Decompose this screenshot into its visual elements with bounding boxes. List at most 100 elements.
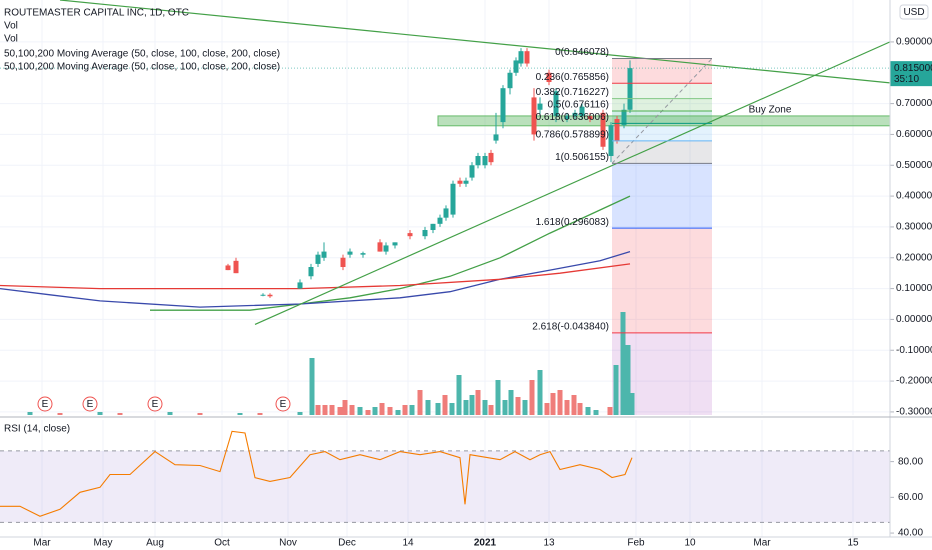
volume-bar [329,405,335,415]
volume-bar [607,407,613,415]
volume-bar [449,403,455,415]
volume-bar [564,400,570,415]
volume-bar [409,405,415,415]
candle-body [463,180,469,184]
candle-body [308,267,314,277]
fib-label: 0(0.846078) [555,47,609,58]
volume-bar [395,410,401,415]
candle-body [430,223,436,231]
chart-title: ROUTEMASTER CAPITAL INC, 1D, OTC [4,8,189,19]
volume-bar [425,400,431,415]
earnings-marker [275,396,291,412]
fib-label: 0.382(0.716227) [536,87,609,98]
moving-average [0,263,631,290]
volume-bar [529,380,535,415]
fib-label: 0.5(0.676116) [547,100,609,111]
candle-body [340,257,346,268]
volume-bar [315,405,321,415]
price-badge [890,61,932,87]
candle-body [518,51,524,64]
candle-body [600,112,606,147]
currency-box [899,4,929,20]
candle-body [321,251,327,258]
candle-body [621,109,627,126]
earnings-label: E [152,399,159,410]
candle-body [614,119,620,141]
volume-bar [309,358,315,415]
y-tick-label: 40.00 [898,528,923,539]
x-tick-label: 15 [847,538,859,549]
x-tick-label: Oct [214,538,230,549]
candle-body [507,72,513,89]
rsi-legend: RSI (14, close) [4,424,70,435]
volume-bar [297,412,303,415]
y-tick-label: 0.000000 [896,314,932,325]
volume-bar [544,403,550,415]
volume-bar [342,400,348,415]
candle-body [297,282,303,289]
volume-bar [508,390,514,415]
candle-body [407,233,413,237]
x-tick-label: 2021 [474,538,497,549]
rsi-pane [0,420,890,537]
fib-zone [612,98,712,111]
legend-line: 50,100,200 Moving Average (50, close, 10… [4,62,280,73]
volume-bar [482,400,488,415]
fib-zone [612,228,712,333]
candle-body [377,242,383,252]
earnings-label: E [42,399,49,410]
earnings-marker [147,396,163,412]
volume-bar [550,393,556,415]
volume-bar [629,393,635,415]
candle-body [627,68,633,110]
fib-zone [612,83,712,99]
earnings-label: E [280,399,287,410]
volume-bar [257,413,263,415]
y-tick-label: 60.00 [898,492,923,503]
fib-label: 1.618(0.296083) [536,217,609,228]
volume-bar [475,390,481,415]
candle-body [360,253,366,255]
volume-bar [571,395,577,415]
volume-bar [322,405,328,415]
volume-bar [365,410,371,415]
candle-body [469,165,475,178]
volume-bar [495,380,501,415]
candle-body [392,242,398,246]
candle-body [422,230,428,237]
x-tick-label: Aug [146,538,164,549]
volume-bar [97,412,103,415]
earnings-label: E [87,399,94,410]
volume-bar [442,395,448,415]
x-tick-label: 10 [684,538,696,549]
volume-bar [577,403,583,415]
currency: USD [903,7,924,18]
fib-zone [612,58,712,84]
trend-line [59,0,890,84]
candle-body [546,72,552,83]
volume-bar [57,413,63,415]
fib-label: 1(0.506155) [555,152,609,163]
price-pane: Buy Zone 0(0.846078) 0.236(0.765856) 0.382(… [0,0,890,415]
candle-body [437,217,443,224]
candle-body [587,115,593,120]
candle-body [500,88,506,123]
volume-bar [237,413,243,415]
candle-body [537,103,543,110]
volume-bar [435,403,441,415]
x-tick-label: Dec [338,538,356,549]
candle-body [564,115,570,120]
x-tick-label: Mar [33,538,51,549]
volume-bar [387,407,393,415]
candle-body [443,208,449,218]
volume-bar [402,405,408,415]
volume-bar [417,390,423,415]
fib-label: 0.618(0.636006) [536,112,609,123]
rsi-band [0,450,890,523]
